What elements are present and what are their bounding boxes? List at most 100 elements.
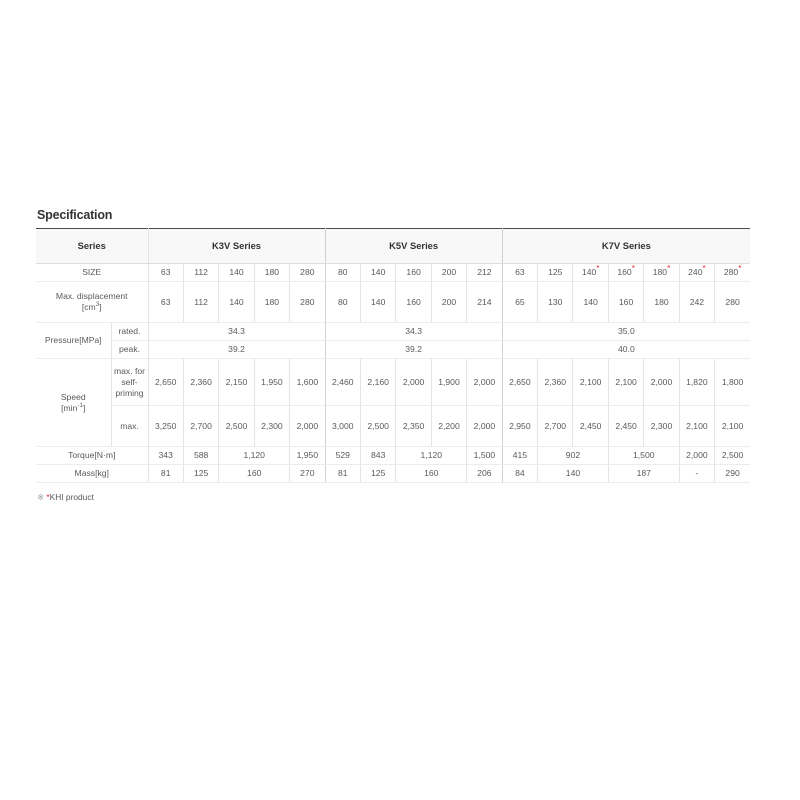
- table-cell: 1,120: [395, 446, 468, 465]
- footnote-star: *: [46, 492, 50, 502]
- table-cell: 2,000: [395, 358, 432, 406]
- table-cell: 140*: [572, 263, 609, 282]
- row-label-max-displacement: Max. displacement [cm3]: [36, 281, 149, 323]
- table-cell: 280: [289, 281, 326, 323]
- table-cell: 180: [254, 281, 291, 323]
- footnote-text: KHI product: [49, 492, 94, 502]
- row-label-mass: Mass[kg]: [36, 464, 149, 483]
- table-cell: 415: [502, 446, 539, 465]
- table-cell: 280: [289, 263, 326, 282]
- table-cell: 2,100: [714, 405, 751, 447]
- table-cell: 125: [537, 263, 574, 282]
- table-row: SIZE 63 112 140 180 280 80 140 160 200 212 63 125 140…: [36, 263, 751, 282]
- table-cell: 34.3: [325, 322, 503, 341]
- table-cell: 2,150: [218, 358, 255, 406]
- table-cell: 187: [608, 464, 680, 483]
- table-cell: 81: [325, 464, 361, 483]
- table-cell: 125: [360, 464, 397, 483]
- table-row: peak. 39.2 39.2 40.0: [36, 340, 751, 359]
- table-cell: 160: [218, 464, 291, 483]
- table-cell: -: [679, 464, 716, 483]
- table-row: Max. displacement [cm3] 63 112 140 180 280 80 14…: [36, 281, 751, 323]
- table-cell: 65: [502, 281, 539, 323]
- table-row: Speed [min-1] max. for self-priming 2,650 2,…: [36, 358, 751, 447]
- table-cell: 160: [395, 464, 468, 483]
- footnote-mark: ※: [37, 492, 45, 502]
- table-cell: 80: [325, 263, 361, 282]
- table-cell: 112: [183, 263, 220, 282]
- table-cell: 1,500: [466, 446, 503, 465]
- table-cell: 1,800: [714, 358, 751, 406]
- row-label-speed-self-priming: max. for self-priming: [111, 358, 149, 406]
- table-cell: 2,950: [502, 405, 539, 447]
- table-cell: 63: [148, 263, 184, 282]
- page-title: Specification: [37, 208, 113, 222]
- table-cell: 2,000: [466, 358, 503, 406]
- table-cell: 2,650: [502, 358, 539, 406]
- table-cell: 39.2: [148, 340, 326, 359]
- table-cell: 2,200: [431, 405, 468, 447]
- table-cell: 242: [679, 281, 716, 323]
- table-cell: 290: [714, 464, 751, 483]
- table-cell: 2,350: [395, 405, 432, 447]
- table-header: Series K3V Series K5V Series K7V Series: [36, 228, 751, 264]
- table-cell: 2,450: [572, 405, 609, 447]
- table-cell: 2,300: [643, 405, 680, 447]
- table-row: Torque[N·m] 343 588 1,120 1,950 529 843 1,120 1,…: [36, 446, 751, 465]
- table-cell: 140: [537, 464, 609, 483]
- header-group-k5v-series: K5V Series: [325, 228, 503, 264]
- table-cell: 180: [254, 263, 291, 282]
- table-cell: 270: [289, 464, 326, 483]
- row-label-speed: Speed [min-1]: [36, 358, 112, 447]
- table-cell: 40.0: [502, 340, 751, 359]
- table-cell: 160: [608, 281, 645, 323]
- table-cell: 2,300: [254, 405, 291, 447]
- row-label-torque: Torque[N·m]: [36, 446, 149, 465]
- table-cell: 2,000: [643, 358, 680, 406]
- header-group-k3v-series: K3V Series: [148, 228, 326, 264]
- table-cell: 3,000: [325, 405, 361, 447]
- row-label-size: SIZE: [36, 263, 149, 282]
- table-row: max. 3,250 2,700 2,500 2,300 2,000 3,000 2,500 2…: [36, 405, 751, 447]
- table-cell: 2,700: [537, 405, 574, 447]
- table-cell: 2,500: [360, 405, 397, 447]
- table-cell: 80: [325, 281, 361, 323]
- table-cell: 2,000: [679, 446, 716, 465]
- table-cell: 39.2: [325, 340, 503, 359]
- row-label-speed-max: max.: [111, 405, 149, 447]
- table-cell: 2,500: [218, 405, 255, 447]
- table-cell: 902: [537, 446, 609, 465]
- table-cell: 2,100: [679, 405, 716, 447]
- footnote: ※ *KHI product: [37, 492, 750, 502]
- table-cell: 1,900: [431, 358, 468, 406]
- row-label-pressure-rated: rated.: [111, 322, 149, 341]
- header-row: Series K3V Series K5V Series K7V Series: [36, 228, 751, 264]
- table-cell: 206: [466, 464, 503, 483]
- table-cell: 140: [572, 281, 609, 323]
- table-cell: 240*: [679, 263, 716, 282]
- table-cell: 2,100: [608, 358, 645, 406]
- specification-section: Specification Series K3V Series K5V Serie…: [36, 208, 751, 502]
- table-cell: 160: [395, 281, 432, 323]
- table-cell: 280*: [714, 263, 751, 282]
- table-cell: 1,120: [218, 446, 291, 465]
- table-cell: 130: [537, 281, 574, 323]
- table-cell: 140: [360, 263, 397, 282]
- table-row: Pressure[MPa] rated. 34.3 34.3 35.0: [36, 322, 751, 359]
- row-label-pressure: Pressure[MPa]: [36, 322, 112, 359]
- table-cell: 34.3: [148, 322, 326, 341]
- table-cell: 2,000: [289, 405, 326, 447]
- table-cell: 1,500: [608, 446, 680, 465]
- header-series: Series: [36, 228, 149, 264]
- table-cell: 140: [218, 281, 255, 323]
- table-cell: 180*: [643, 263, 680, 282]
- table-cell: 2,650: [148, 358, 184, 406]
- table-cell: 200: [431, 263, 468, 282]
- table-cell: 140: [360, 281, 397, 323]
- table-cell: 1,820: [679, 358, 716, 406]
- row-label-pressure-peak: peak.: [111, 340, 149, 359]
- table-cell: 343: [148, 446, 184, 465]
- table-cell: 112: [183, 281, 220, 323]
- table-cell: 2,360: [183, 358, 220, 406]
- table-cell: 63: [148, 281, 184, 323]
